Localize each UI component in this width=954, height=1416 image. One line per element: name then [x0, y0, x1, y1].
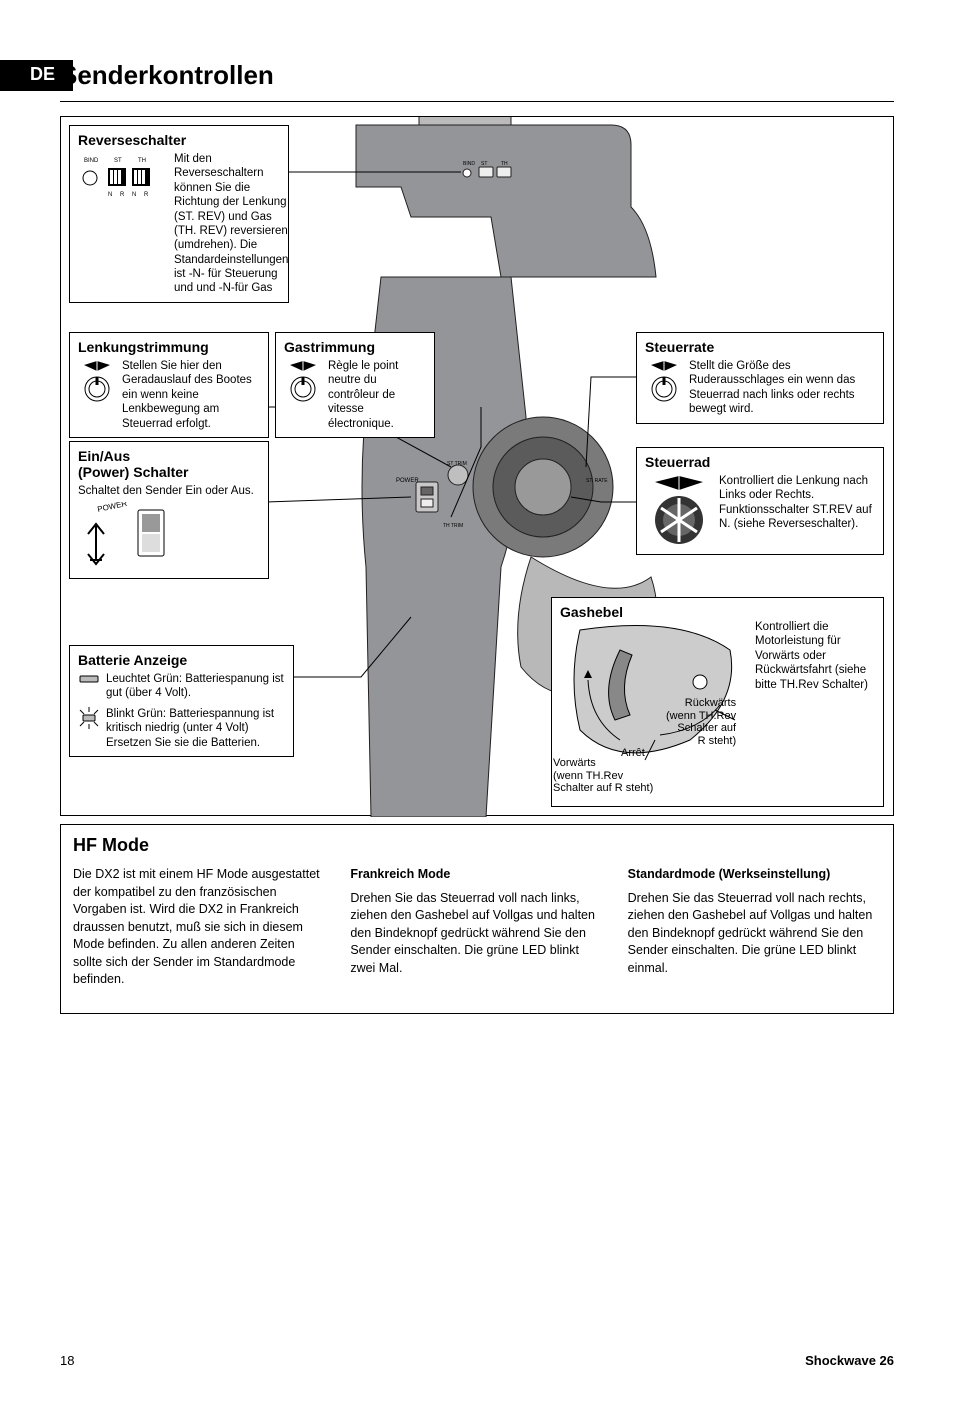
svg-text:R: R: [144, 192, 149, 198]
svg-text:TH: TH: [501, 161, 508, 167]
throttle-trim-title: Gastrimmung: [284, 339, 426, 355]
hf-france-title: Frankreich Mode: [350, 866, 603, 884]
battery-title: Batterie Anzeige: [78, 652, 285, 668]
hf-standard-col: Standardmode (Werkseinstellung) Drehen S…: [628, 866, 881, 997]
title-underline: [60, 101, 894, 102]
svg-text:POWER: POWER: [396, 478, 419, 484]
trigger-text: Kontrolliert die Motorleistung für Vorwä…: [755, 620, 875, 692]
hf-mode-box: HF Mode Die DX2 ist mit einem HF Mode au…: [60, 824, 894, 1014]
svg-text:ST: ST: [481, 161, 487, 167]
hf-standard-text: Drehen Sie das Steuerrad voll nach recht…: [628, 890, 881, 978]
svg-text:N: N: [108, 192, 112, 198]
hf-france-text: Drehen Sie das Steuerrad voll nach links…: [350, 890, 603, 978]
hf-france-col: Frankreich Mode Drehen Sie das Steuerrad…: [350, 866, 603, 997]
throttle-trim-text: Règle le point neutre du contrôleur de v…: [328, 359, 426, 431]
rate-knob-icon: [645, 359, 683, 405]
callout-throttle-trim: Gastrimmung Règle le point neutre du con…: [275, 332, 435, 438]
callout-battery: Batterie Anzeige Leuchtet Grün: Batterie…: [69, 645, 294, 757]
hf-intro-col: Die DX2 ist mit einem HF Mode ausgestatt…: [73, 866, 326, 997]
svg-text:ST. RATE: ST. RATE: [586, 478, 608, 484]
svg-text:ST: ST: [114, 158, 122, 164]
callout-power: Ein/Aus (Power) Schalter Schaltet den Se…: [69, 441, 269, 579]
page-number: 18: [60, 1353, 74, 1368]
steer-trim-text: Stellen Sie hier den Geradauslauf des Bo…: [122, 359, 260, 431]
svg-text:N: N: [132, 192, 136, 198]
svg-text:ST TRIM: ST TRIM: [447, 461, 467, 467]
led-blink-icon: [78, 707, 100, 729]
svg-text:TH: TH: [138, 158, 146, 164]
steer-rate-title: Steuerrate: [645, 339, 875, 355]
trigger-forward-label: Vorwärts (wenn TH.Rev Schalter auf R ste…: [553, 757, 653, 795]
trigger-title: Gashebel: [560, 604, 875, 620]
callout-steer-trim: Lenkungstrimmung Stellen Sie hier den Ge…: [69, 332, 269, 438]
reverse-switch-icon: BIND ST TH N R N R: [78, 152, 168, 222]
svg-text:POWER: POWER: [97, 502, 129, 514]
svg-text:BIND: BIND: [463, 161, 475, 167]
hf-standard-title: Standardmode (Werkseinstellung): [628, 866, 881, 884]
svg-text:R: R: [120, 192, 125, 198]
steer-rate-text: Stellt die Größe des Ruderausschlages ei…: [689, 359, 875, 417]
callout-reverse: Reverseschalter BIND ST TH N R N: [69, 125, 289, 303]
diagram-container: BIND ST TH POWER ST TRIM ST. RATE TH TRI…: [60, 116, 894, 816]
hf-intro-text: Die DX2 ist mit einem HF Mode ausgestatt…: [73, 866, 326, 989]
model-name: Shockwave 26: [805, 1353, 894, 1368]
callout-steer-rate: Steuerrate Stellt die Größe des Ruderaus…: [636, 332, 884, 424]
trigger-backward-label: Rückwärts (wenn TH.Rev Schalter auf R st…: [666, 697, 736, 748]
steer-trim-title: Lenkungstrimmung: [78, 339, 260, 355]
trim-knob-icon: [78, 359, 116, 405]
trigger-stop-label: Arrêt: [621, 747, 645, 760]
reverse-title: Reverseschalter: [78, 132, 280, 148]
reverse-text: Mit den Reverseschaltern können Sie die …: [174, 152, 288, 296]
power-switch-icon: POWER: [78, 502, 178, 572]
hf-heading: HF Mode: [73, 835, 881, 856]
callout-wheel: Steuerrad: [636, 447, 884, 555]
led-solid-icon: [78, 672, 100, 686]
battery-line2: Blinkt Grün: Batteriespannung ist kritis…: [106, 707, 285, 750]
wheel-icon: [645, 474, 713, 548]
svg-text:BIND: BIND: [84, 158, 99, 164]
locale-tab: DE: [0, 60, 73, 91]
wheel-text: Kontrolliert die Lenkung nach Links oder…: [719, 474, 875, 548]
power-title-l1: Ein/Aus: [78, 448, 260, 464]
svg-text:TH TRIM: TH TRIM: [443, 523, 463, 529]
trim-knob-icon-2: [284, 359, 322, 405]
wheel-title: Steuerrad: [645, 454, 875, 470]
power-title-l2: (Power) Schalter: [78, 464, 260, 480]
page-footer: 18 Shockwave 26: [60, 1353, 894, 1368]
power-text: Schaltet den Sender Ein oder Aus.: [78, 484, 260, 498]
page-title: Senderkontrollen: [60, 60, 894, 91]
battery-line1: Leuchtet Grün: Batteriespanung ist gut (…: [106, 672, 285, 701]
